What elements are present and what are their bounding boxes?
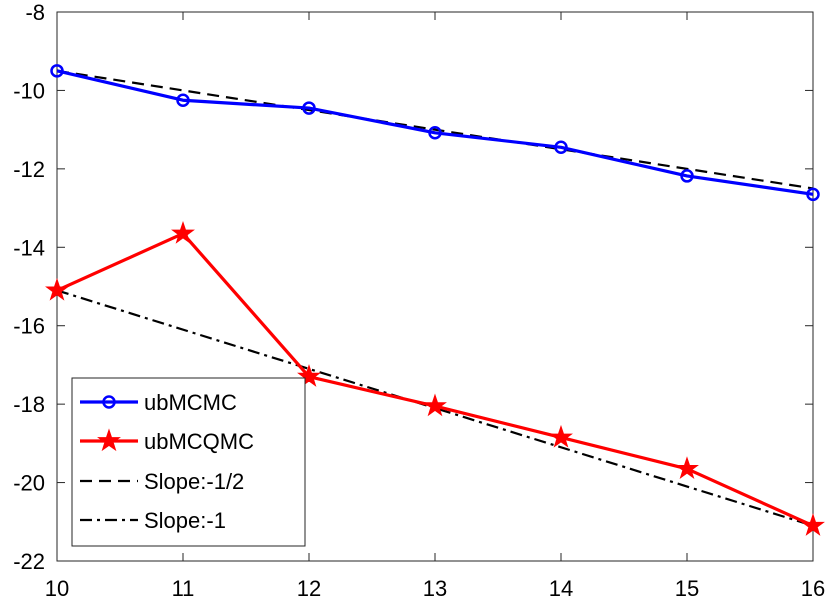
y-tick-label: -12 xyxy=(13,157,45,182)
legend-marker xyxy=(97,428,121,452)
x-tick-label: 13 xyxy=(423,576,447,601)
series-ubmcmc xyxy=(50,64,820,202)
y-tick-label: -18 xyxy=(13,392,45,417)
data-point-marker xyxy=(801,513,825,536)
x-tick-label: 16 xyxy=(801,576,825,601)
data-point-marker xyxy=(45,277,69,301)
series-line xyxy=(56,289,814,527)
y-axis: -8 -10 -12 -14 -16 -18 -20 -22 xyxy=(13,0,813,574)
legend-label: Slope:-1/2 xyxy=(144,469,244,494)
series-line xyxy=(56,69,814,190)
data-point-marker xyxy=(50,64,64,78)
data-point-marker xyxy=(176,93,190,107)
x-tick-label: 12 xyxy=(297,576,321,601)
data-point-marker xyxy=(554,140,568,155)
y-tick-label: -8 xyxy=(25,0,45,25)
legend-marker xyxy=(102,395,116,409)
y-tick-label: -16 xyxy=(13,314,45,339)
series-layer xyxy=(45,64,825,536)
series-line xyxy=(56,69,814,196)
legend-label: ubMCQMC xyxy=(144,429,254,454)
data-point-marker xyxy=(428,126,442,140)
series-slope-1 xyxy=(56,289,814,527)
data-point-marker xyxy=(423,393,447,417)
x-axis: 10 11 12 13 14 15 16 xyxy=(45,12,825,601)
data-point-marker xyxy=(297,364,321,387)
data-point-marker xyxy=(675,456,699,480)
legend: ubMCMC ubMCQMC Slope:-1/2 Slope:-1 xyxy=(71,377,306,547)
data-point-marker xyxy=(549,424,573,448)
y-tick-label: -10 xyxy=(13,78,45,103)
x-tick-label: 14 xyxy=(549,576,573,601)
series-slope-1-2 xyxy=(56,69,814,190)
series-ubmcqmc xyxy=(45,220,825,536)
x-tick-label: 15 xyxy=(675,576,699,601)
y-tick-label: -20 xyxy=(13,471,45,496)
legend-label: ubMCMC xyxy=(144,390,237,415)
data-point-marker xyxy=(806,187,820,202)
x-tick-label: 11 xyxy=(172,576,195,601)
data-point-marker xyxy=(171,220,195,244)
y-tick-label: -22 xyxy=(13,549,45,574)
data-point-marker xyxy=(680,169,694,183)
legend-label: Slope:-1 xyxy=(144,508,226,533)
y-tick-label: -14 xyxy=(13,235,45,260)
x-tick-label: 10 xyxy=(45,576,69,601)
data-point-marker xyxy=(302,101,316,115)
